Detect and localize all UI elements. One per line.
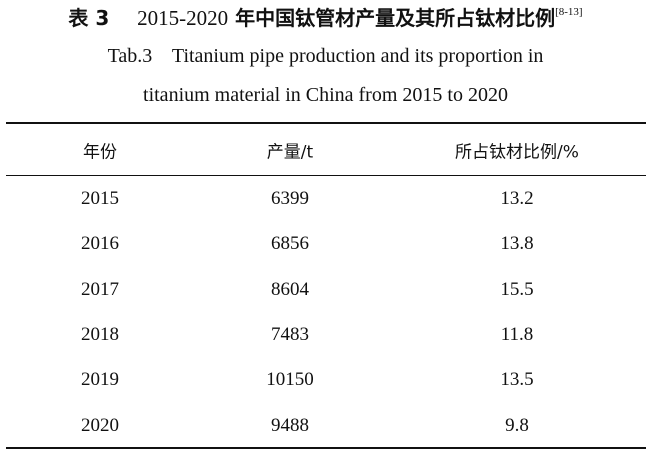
caption-title: 年中国钛管材产量及其所占钛材比例 xyxy=(235,6,556,30)
cell-production: 10150 xyxy=(266,369,314,391)
caption-years: 2015-2020 xyxy=(137,6,229,30)
cell-production: 7483 xyxy=(271,323,309,345)
header-proportion: 所占钛材比例/% xyxy=(455,142,579,163)
table-caption-cn: 表 3 2015-2020 年中国钛管材产量及其所占钛材比例[8-13] xyxy=(0,2,651,31)
caption-label: 表 3 xyxy=(68,6,110,30)
cell-proportion: 13.2 xyxy=(500,188,534,209)
cell-production: 6399 xyxy=(271,188,309,209)
cell-proportion: 9.8 xyxy=(505,414,529,436)
cell-year: 2017 xyxy=(81,278,119,300)
cell-production: 8604 xyxy=(271,278,309,300)
cell-proportion: 13.8 xyxy=(500,233,534,255)
bottom-rule xyxy=(6,447,646,449)
cell-proportion: 11.8 xyxy=(500,323,534,345)
cell-year: 2019 xyxy=(81,369,119,391)
header-rule xyxy=(6,175,646,176)
cell-production: 9488 xyxy=(271,414,309,436)
cell-year: 2020 xyxy=(81,414,119,436)
table-caption-en-line1: Tab.3 Titanium pipe production and its p… xyxy=(107,45,544,67)
top-rule xyxy=(6,122,646,124)
caption-reference: [8-13] xyxy=(555,6,583,18)
cell-year: 2015 xyxy=(81,188,119,209)
cell-proportion: 15.5 xyxy=(500,278,534,300)
cell-production: 6856 xyxy=(271,233,309,255)
cell-year: 2018 xyxy=(81,323,119,345)
table-caption-en-line2: titanium material in China from 2015 to … xyxy=(143,84,508,106)
header-production: 产量/t xyxy=(266,142,314,163)
cell-proportion: 13.5 xyxy=(500,369,534,391)
header-year: 年份 xyxy=(83,142,117,163)
cell-year: 2016 xyxy=(81,233,119,255)
